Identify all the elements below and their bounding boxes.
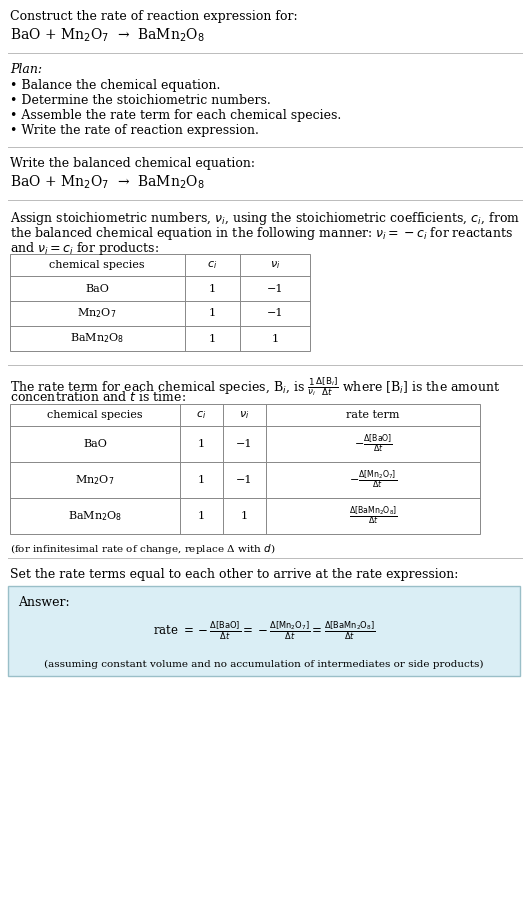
Text: $c_i$: $c_i$ <box>196 410 206 421</box>
Text: BaO + Mn$_2$O$_7$  →  BaMn$_2$O$_8$: BaO + Mn$_2$O$_7$ → BaMn$_2$O$_8$ <box>10 174 205 191</box>
Text: Mn$_2$O$_7$: Mn$_2$O$_7$ <box>77 307 117 320</box>
Text: Answer:: Answer: <box>18 596 69 609</box>
Text: Write the balanced chemical equation:: Write the balanced chemical equation: <box>10 157 255 170</box>
Bar <box>10 404 480 534</box>
Text: (assuming constant volume and no accumulation of intermediates or side products): (assuming constant volume and no accumul… <box>44 660 484 669</box>
Text: 1: 1 <box>271 333 279 343</box>
Text: • Balance the chemical equation.: • Balance the chemical equation. <box>10 79 220 92</box>
Text: concentration and $t$ is time:: concentration and $t$ is time: <box>10 390 186 404</box>
Text: −1: −1 <box>267 284 283 294</box>
Text: 1: 1 <box>208 333 216 343</box>
Text: The rate term for each chemical species, B$_i$, is $\frac{1}{\nu_i}\frac{\Delta[: The rate term for each chemical species,… <box>10 375 500 398</box>
Text: 1: 1 <box>198 439 205 449</box>
Text: BaO: BaO <box>83 439 107 449</box>
Text: Mn$_2$O$_7$: Mn$_2$O$_7$ <box>75 473 114 487</box>
Text: Set the rate terms equal to each other to arrive at the rate expression:: Set the rate terms equal to each other t… <box>10 568 458 581</box>
Text: −1: −1 <box>236 439 252 449</box>
Text: $\nu_i$: $\nu_i$ <box>239 410 249 421</box>
Text: $c_i$: $c_i$ <box>207 259 217 271</box>
Text: the balanced chemical equation in the following manner: $\nu_i = -c_i$ for react: the balanced chemical equation in the fo… <box>10 225 513 242</box>
Text: chemical species: chemical species <box>47 410 143 420</box>
Text: $\frac{\Delta[\mathrm{BaMn_2O_8}]}{\Delta t}$: $\frac{\Delta[\mathrm{BaMn_2O_8}]}{\Delt… <box>349 504 398 528</box>
Text: BaMn$_2$O$_8$: BaMn$_2$O$_8$ <box>68 509 122 523</box>
Text: rate $= -\frac{\Delta[\mathrm{BaO}]}{\Delta t} = -\frac{\Delta[\mathrm{Mn_2O_7}]: rate $= -\frac{\Delta[\mathrm{BaO}]}{\De… <box>153 620 375 642</box>
Text: • Assemble the rate term for each chemical species.: • Assemble the rate term for each chemic… <box>10 109 341 122</box>
Text: • Write the rate of reaction expression.: • Write the rate of reaction expression. <box>10 124 259 137</box>
Text: Construct the rate of reaction expression for:: Construct the rate of reaction expressio… <box>10 10 298 23</box>
Text: 1: 1 <box>241 511 248 521</box>
Text: $-\frac{\Delta[\mathrm{Mn_2O_7}]}{\Delta t}$: $-\frac{\Delta[\mathrm{Mn_2O_7}]}{\Delta… <box>349 469 397 491</box>
Text: rate term: rate term <box>346 410 400 420</box>
Text: Assign stoichiometric numbers, $\nu_i$, using the stoichiometric coefficients, $: Assign stoichiometric numbers, $\nu_i$, … <box>10 210 520 227</box>
Bar <box>8 586 520 676</box>
Text: −1: −1 <box>236 475 252 485</box>
Text: 1: 1 <box>208 308 216 318</box>
Text: Plan:: Plan: <box>10 63 42 76</box>
Text: $\nu_i$: $\nu_i$ <box>270 259 280 271</box>
Text: 1: 1 <box>198 511 205 521</box>
Text: 1: 1 <box>208 284 216 294</box>
Text: chemical species: chemical species <box>49 260 145 270</box>
Bar <box>10 254 310 351</box>
Text: BaO: BaO <box>85 284 109 294</box>
Text: 1: 1 <box>198 475 205 485</box>
Text: BaO + Mn$_2$O$_7$  →  BaMn$_2$O$_8$: BaO + Mn$_2$O$_7$ → BaMn$_2$O$_8$ <box>10 27 205 45</box>
Text: −1: −1 <box>267 308 283 318</box>
Text: $-\frac{\Delta[\mathrm{BaO}]}{\Delta t}$: $-\frac{\Delta[\mathrm{BaO}]}{\Delta t}$ <box>354 432 393 455</box>
Text: • Determine the stoichiometric numbers.: • Determine the stoichiometric numbers. <box>10 94 271 107</box>
Text: BaMn$_2$O$_8$: BaMn$_2$O$_8$ <box>70 331 124 346</box>
Text: and $\nu_i = c_i$ for products:: and $\nu_i = c_i$ for products: <box>10 240 159 257</box>
Text: (for infinitesimal rate of change, replace Δ with $d$): (for infinitesimal rate of change, repla… <box>10 542 276 556</box>
